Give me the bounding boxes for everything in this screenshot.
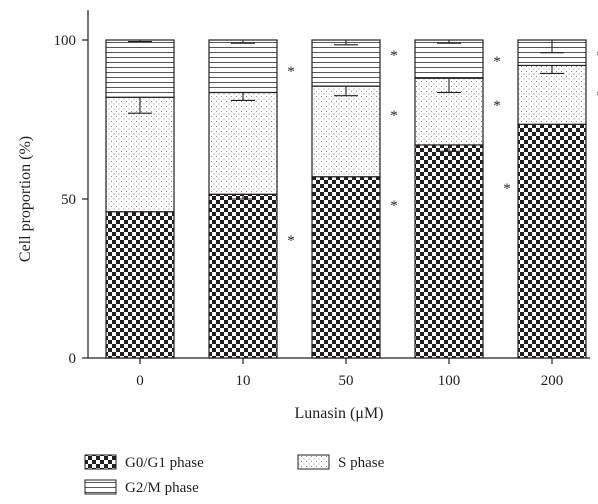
y-tick-label: 100 [54, 33, 77, 49]
bar-segment-g0-g1-phase [517, 123, 587, 359]
bar-segment-s-phase [517, 64, 587, 125]
significance-star: * [503, 181, 511, 197]
significance-star: * [390, 198, 398, 214]
legend-swatch-g0-g1-phase [84, 454, 117, 470]
significance-star: * [287, 233, 295, 249]
legend-swatch-g2-m-phase [84, 479, 117, 495]
legend-label-s-phase: S phase [338, 455, 385, 471]
legend: G0/G1 phase S phase G2/M phase [84, 454, 385, 496]
bar-segment-g0-g1-phase [414, 144, 484, 359]
x-tick-label: 0 [136, 373, 144, 389]
y-axis-title: Cell proportion (%) [17, 136, 34, 262]
y-tick-label: 50 [61, 192, 76, 208]
x-tick-label: 100 [438, 373, 461, 389]
bar-segment-s-phase [208, 91, 278, 195]
bar-segment-g2-m-phase [105, 39, 175, 98]
error-bars [128, 40, 564, 200]
significance-star: * [596, 48, 598, 64]
significance-star: * [390, 48, 398, 64]
legend-label-g2-m-phase: G2/M phase [125, 480, 199, 496]
bar-segment-g0-g1-phase [105, 211, 175, 359]
significance-star: * [287, 64, 295, 80]
significance-star: * [493, 98, 501, 114]
x-axis-ticks: 0 10 50 100 200 [136, 358, 563, 389]
bar-segment-g2-m-phase [208, 39, 278, 94]
y-axis-ticks: 0 50 100 [54, 33, 88, 367]
bar-segment-s-phase [311, 85, 381, 178]
x-tick-label: 10 [236, 373, 251, 389]
significance-star: * [596, 88, 598, 104]
legend-swatch-s-phase [297, 454, 330, 470]
bar-segment-s-phase [105, 96, 175, 213]
significance-star: * [390, 108, 398, 124]
x-tick-label: 200 [541, 373, 564, 389]
bar-segment-g0-g1-phase [311, 176, 381, 359]
significance-markers: *********** [287, 48, 598, 249]
significance-star: * [493, 54, 501, 70]
y-tick-label: 0 [69, 351, 77, 367]
bar-segment-g0-g1-phase [208, 193, 278, 359]
x-tick-label: 50 [339, 373, 354, 389]
bar-segment-g2-m-phase [311, 39, 381, 87]
legend-label-g0-g1-phase: G0/G1 phase [125, 455, 204, 471]
bar-segment-g2-m-phase [414, 39, 484, 79]
x-axis-title: Lunasin (μM) [294, 405, 383, 422]
